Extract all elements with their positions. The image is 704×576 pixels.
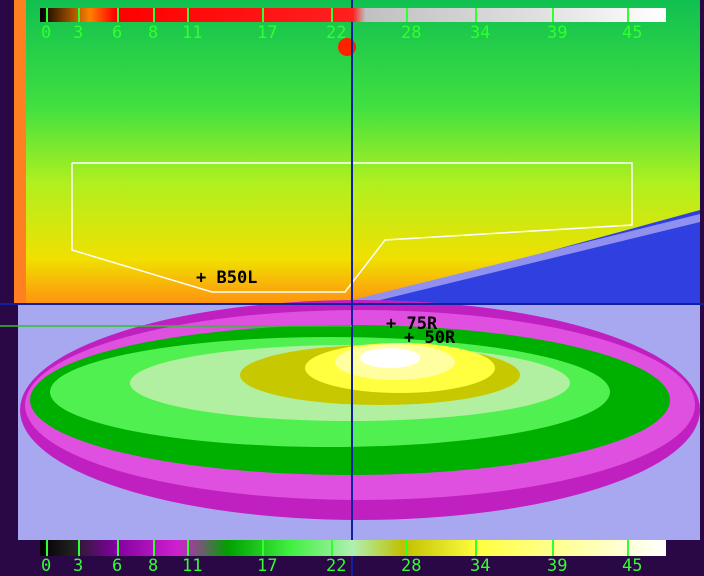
scale-label: 28 [401, 556, 421, 576]
cutoff-edge [352, 214, 700, 305]
scale-label: 45 [622, 23, 642, 43]
scale-label: 28 [401, 23, 421, 43]
scale-label: 22 [326, 23, 346, 43]
scale-label: 39 [547, 556, 567, 576]
annotation: + B50L [196, 268, 257, 288]
scale-label: 0 [41, 23, 51, 43]
scale-label: 34 [470, 23, 490, 43]
scale-label: 17 [257, 556, 277, 576]
zone-outline [71, 162, 633, 293]
color-bar [40, 8, 666, 22]
scale-label: 8 [148, 23, 158, 43]
scale-label: 6 [112, 23, 122, 43]
annotation: + 50R [404, 328, 456, 348]
scale-label: 11 [182, 556, 202, 576]
scale-label: 17 [257, 23, 277, 43]
scale-label: 3 [73, 23, 83, 43]
scale-label: 39 [547, 23, 567, 43]
scale-label: 34 [470, 556, 490, 576]
scale-label: 22 [326, 556, 346, 576]
scale-label: 8 [148, 556, 158, 576]
scale-label: 6 [112, 556, 122, 576]
scale-label: 11 [182, 23, 202, 43]
color-bar [40, 540, 666, 556]
scale-label: 45 [622, 556, 642, 576]
left-edge [14, 0, 26, 305]
scale-label: 0 [41, 556, 51, 576]
annotation: + 75R [386, 314, 438, 334]
isolux [360, 348, 420, 368]
scale-label: 3 [73, 556, 83, 576]
